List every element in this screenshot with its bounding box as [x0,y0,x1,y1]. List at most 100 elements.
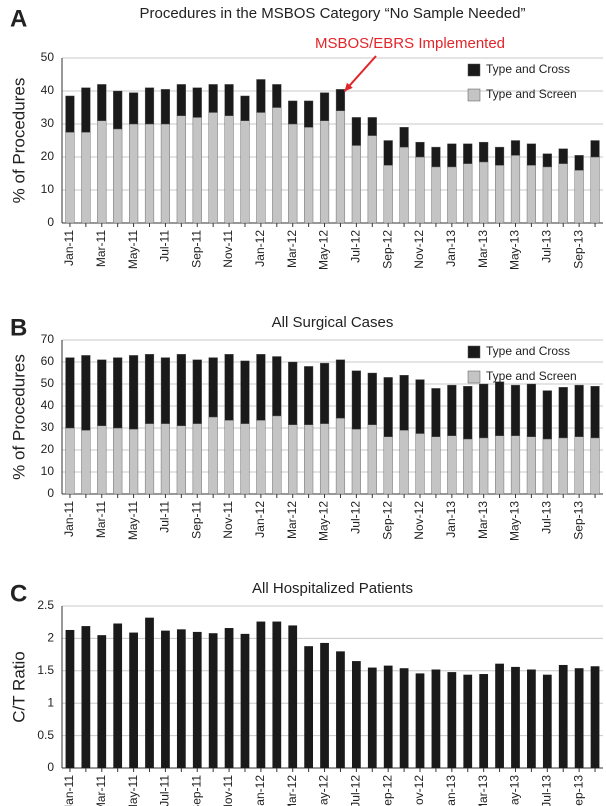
x-tick-label: Mar-12 [285,501,299,539]
bar-segment [351,117,361,146]
bar-segment [288,424,298,495]
x-tick-label: May-12 [317,230,331,270]
bar-segment [479,383,489,439]
bar-segment [399,146,409,224]
panel-letter: C [10,580,27,607]
bar-segment [463,386,473,440]
bar-segment [65,95,75,133]
y-tick-label: 70 [41,332,55,346]
bar-segment [81,430,91,495]
bar [288,625,298,768]
bar-segment [256,112,266,224]
bar-segment [494,165,505,224]
bar-segment [160,357,171,424]
bar-segment [256,354,266,421]
x-tick-label: Jul-11 [158,775,172,806]
x-tick-label: May-13 [508,775,522,806]
bar [542,674,552,768]
bar-segment [431,166,441,224]
x-tick-label: May-11 [126,230,140,269]
x-tick-label: Nov-11 [221,775,235,806]
bar-segment [479,161,489,224]
bar-segment [144,123,155,224]
bar [447,672,457,768]
bar-segment [81,87,91,133]
legend-label: Type and Screen [486,369,577,383]
bar-segment [463,438,473,495]
x-tick-label: Sep-11 [189,230,203,268]
x-tick-label: Mar-12 [285,230,299,268]
bar [431,669,441,768]
bar-segment [415,141,425,158]
bar-segment [558,163,568,224]
bar-segment [590,437,600,495]
panel-letter: B [10,314,27,341]
bar-segment [510,155,521,224]
bar-segment [399,127,409,148]
bar [224,628,234,768]
bar-segment [97,359,107,426]
x-tick-label: Jul-13 [539,230,553,263]
bar-segment [208,416,218,495]
bar [383,665,393,768]
legend-swatch [467,345,481,359]
bar [527,669,536,768]
bar [161,630,170,768]
bar-segment [510,384,521,436]
x-tick-label: Nov-12 [412,230,426,269]
bar-segment [574,169,584,224]
x-tick-label: Sep-13 [571,501,585,540]
bar-segment [574,155,584,171]
bar-segment [367,372,377,425]
bar-segment [240,120,250,224]
bar-segment [335,110,346,224]
bar-segment [447,384,457,436]
bar-segment [113,90,123,130]
x-tick-label: Mar-13 [476,775,490,806]
bar-segment [256,79,266,113]
bar-segment [272,84,282,108]
y-tick-label: 40 [41,398,55,412]
x-tick-label: Jan-13 [444,230,458,267]
bar-segment [160,423,171,495]
bar-segment [288,100,298,125]
bar-segment [526,165,536,224]
y-tick-label: 0.5 [37,728,54,742]
bar-segment [558,387,568,439]
x-tick-label: Nov-11 [221,501,235,539]
x-tick-label: Jul-12 [349,230,363,263]
bar-segment [240,360,250,424]
bar-segment [129,355,139,430]
bar [272,621,282,768]
bar-segment [304,127,314,224]
x-tick-label: Sep-11 [189,775,203,806]
bar-segment [479,141,489,163]
legend-swatch [467,88,481,102]
chart-title: All Surgical Cases [272,314,394,331]
bar-segment [431,388,441,437]
bar-segment [335,359,346,419]
legend-swatch [467,63,481,77]
bar-segment [256,420,266,495]
bar-segment [81,355,91,431]
y-tick-label: 30 [41,116,55,130]
bar-segment [160,123,171,224]
bar [145,617,154,768]
bar-segment [176,354,186,426]
bar-segment [335,89,346,111]
bar [351,661,361,768]
bar-segment [192,87,202,118]
bar-segment [558,148,568,164]
x-tick-label: Sep-12 [380,501,394,540]
bar-segment [319,362,330,424]
bar-segment [542,166,552,224]
bar-segment [542,438,552,495]
bar [81,626,91,768]
bar-segment [224,84,234,116]
x-tick-label: Jan-12 [253,775,267,806]
x-tick-label: Mar-11 [94,501,108,538]
x-tick-label: Nov-12 [412,501,426,540]
bar [65,629,75,768]
bar-segment [590,140,600,158]
bar-segment [65,427,75,495]
